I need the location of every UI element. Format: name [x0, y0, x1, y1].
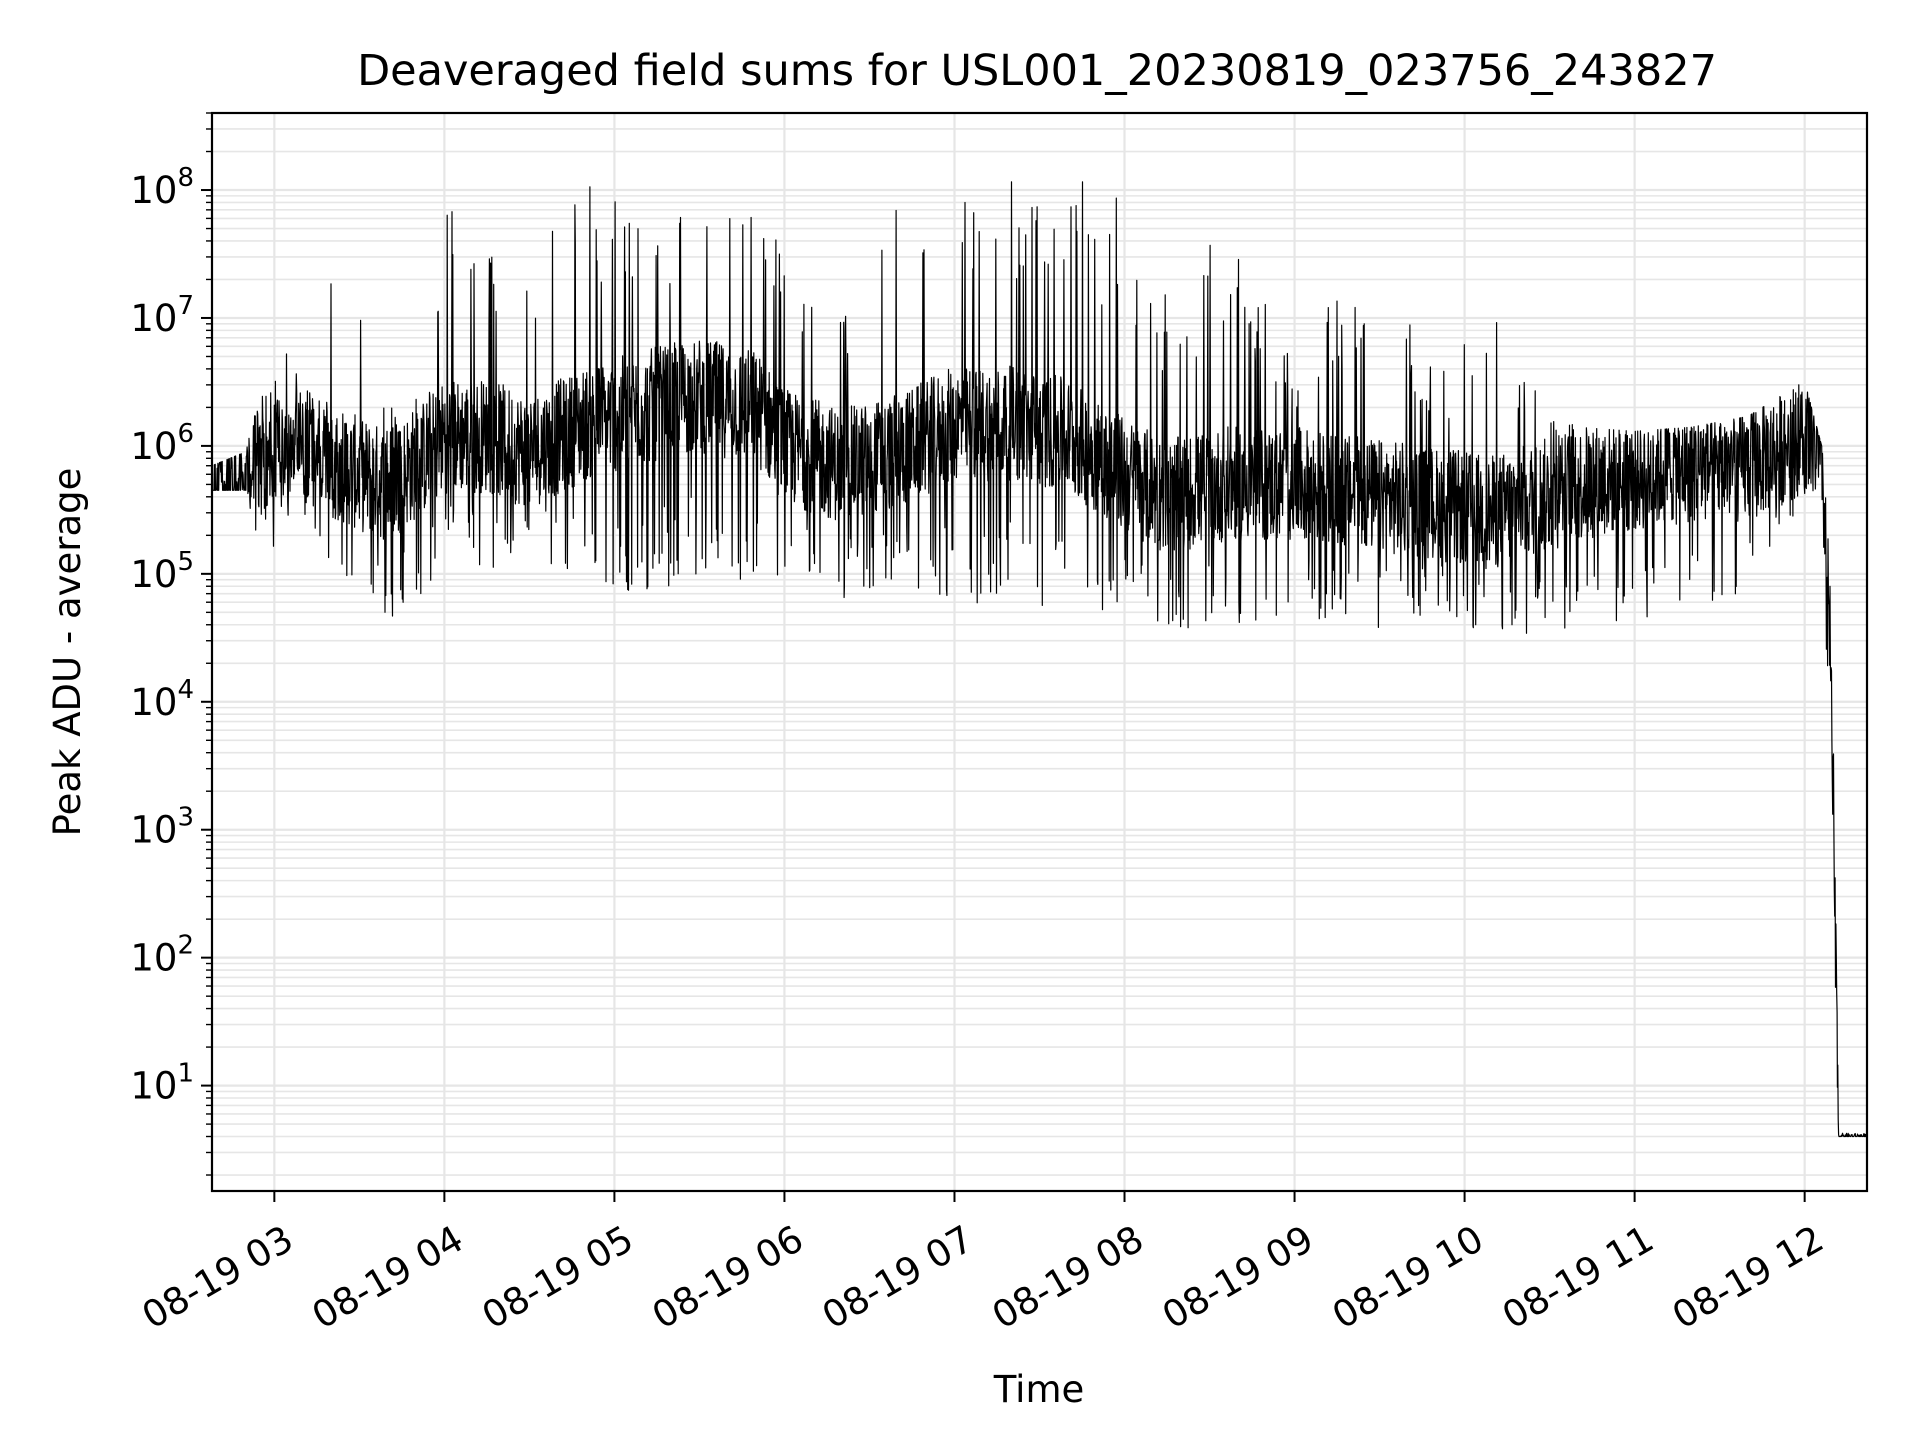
data-series: [211, 181, 1868, 1138]
y-tick-label: 104: [130, 675, 194, 724]
plot-frame: [210, 111, 1869, 1193]
series-line: [211, 181, 1868, 1138]
y-axis-label: Peak ADU - average: [46, 468, 89, 837]
y-tick-label: 107: [130, 291, 194, 340]
chart-title: Deaveraged field sums for USL001_2023081…: [357, 46, 1717, 96]
y-tick-label: 108: [130, 163, 194, 212]
y-tick-label: 106: [130, 419, 194, 468]
x-axis-label: Time: [993, 1368, 1085, 1411]
y-tick-label: 101: [130, 1059, 194, 1108]
y-axis: 101 102 103 104 105 106 107 108: [130, 112, 212, 1176]
y-tick-label: 102: [130, 931, 194, 980]
grid-major: [212, 113, 1867, 1191]
y-tick-label: 103: [130, 803, 194, 852]
y-tick-label: 105: [130, 547, 194, 596]
